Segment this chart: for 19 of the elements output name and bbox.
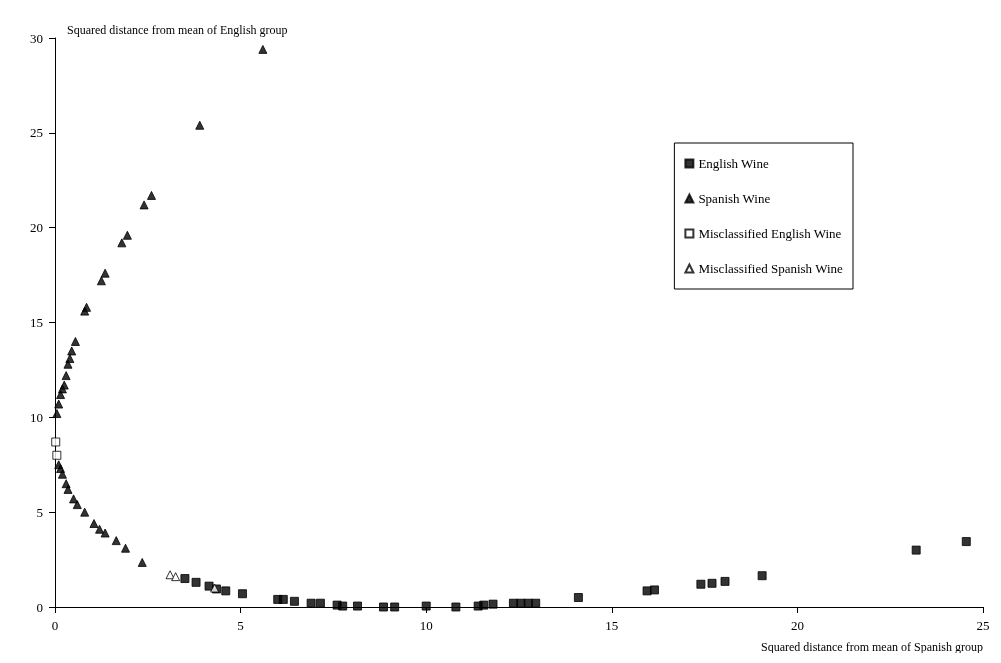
y-tick-label: 5 <box>36 504 43 520</box>
y-tick-label: 20 <box>30 220 43 236</box>
legend-label: Spanish Wine <box>698 191 771 206</box>
y-axis-title: Squared distance from mean of English group <box>67 23 288 37</box>
x-axis-title: Squared distance from mean of Spanish group <box>761 640 983 654</box>
x-tick-label: 0 <box>51 618 59 633</box>
x-tick-label: 10 <box>419 618 433 633</box>
y-tick-label: 25 <box>30 125 43 141</box>
x-tick-label: 20 <box>790 618 804 633</box>
x-tick-label: 5 <box>237 618 244 633</box>
legend-label: English Wine <box>698 156 769 171</box>
x-tick-label: 15 <box>605 618 619 633</box>
y-tick-label: 0 <box>36 599 43 615</box>
y-tick-label: 30 <box>30 30 43 46</box>
y-tick-label: 15 <box>30 315 43 330</box>
legend-label: Misclassified English Wine <box>698 226 842 241</box>
x-tick-label: 25 <box>976 618 990 633</box>
legend-label: Misclassified Spanish Wine <box>698 261 843 276</box>
y-tick-label: 10 <box>30 409 43 425</box>
